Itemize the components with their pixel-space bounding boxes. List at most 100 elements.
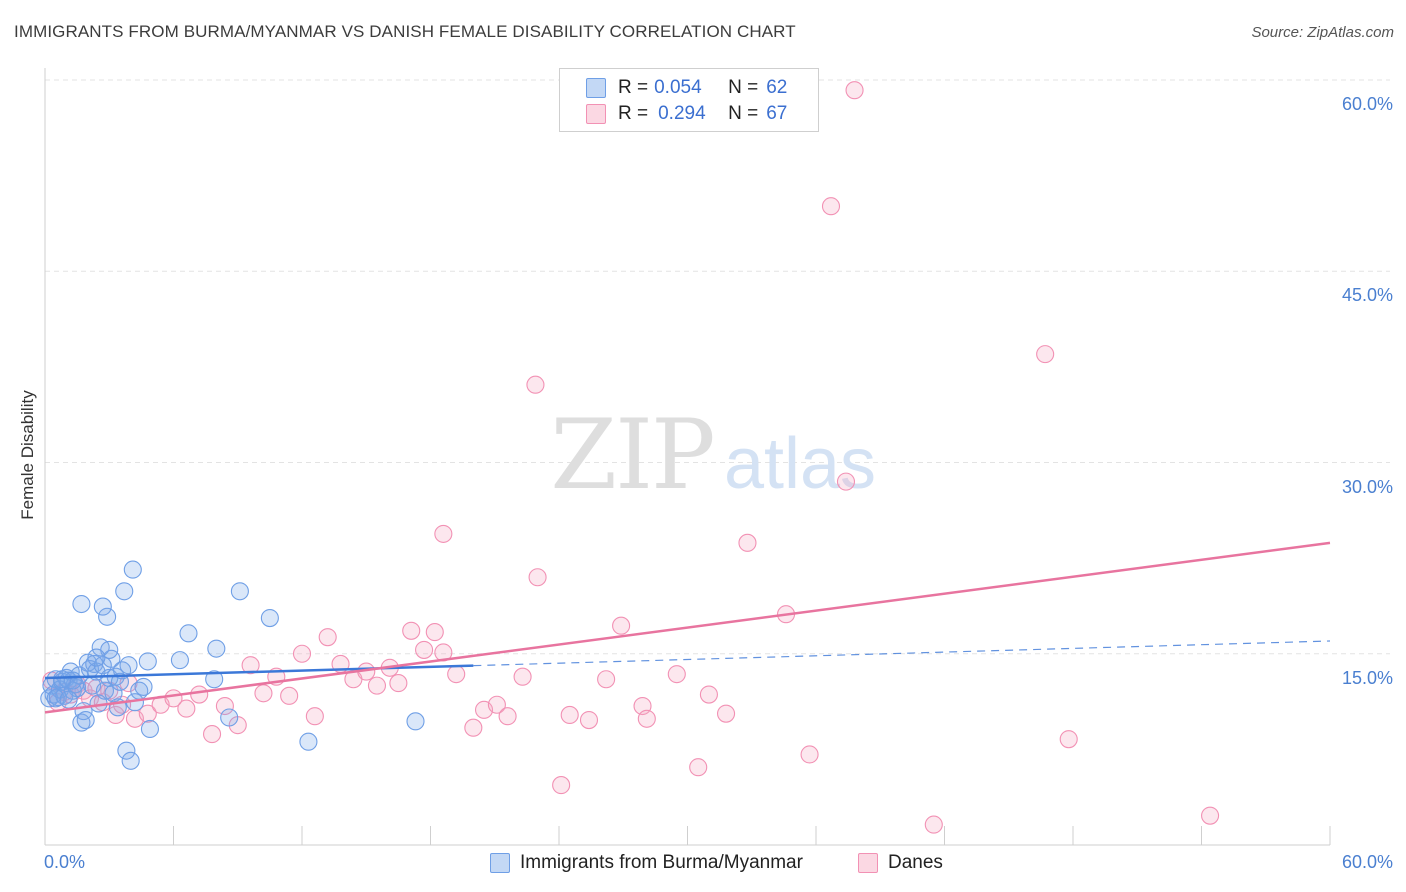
data-point-danes: [487, 695, 506, 714]
data-point-danes: [367, 676, 387, 695]
data-point-burma: [121, 751, 140, 770]
data-point-burma: [119, 656, 138, 675]
trend-line-danes: [44, 541, 1331, 714]
data-point-burma: [207, 639, 226, 658]
data-point-danes: [924, 815, 943, 834]
data-point-burma: [76, 710, 95, 730]
data-point-danes: [513, 667, 532, 686]
data-point-danes: [292, 644, 312, 663]
data-point-danes: [579, 710, 599, 730]
data-point-burma: [260, 608, 279, 628]
data-point-burma: [110, 672, 130, 691]
data-point-danes: [402, 621, 421, 640]
data-point-danes: [464, 718, 483, 737]
legend-label-danes: Danes: [888, 852, 943, 873]
data-point-danes: [699, 685, 718, 704]
trend-line-burma-extrapolated: [473, 640, 1331, 667]
data-point-danes: [800, 745, 819, 764]
burma-points: [40, 560, 425, 770]
data-point-danes: [738, 533, 757, 552]
legend-swatch-burma: [490, 853, 510, 873]
series-legend: Immigrants from Burma/Myanmar Danes: [0, 852, 1406, 878]
watermark-atlas: atlas: [724, 424, 876, 504]
data-point-danes: [190, 685, 209, 704]
axes: [44, 68, 1331, 846]
data-point-danes: [597, 670, 616, 689]
y-tick-label: 45.0%: [1341, 285, 1393, 306]
data-point-burma: [140, 719, 159, 739]
data-point-danes: [689, 758, 708, 777]
data-point-danes: [106, 705, 125, 725]
data-point-burma: [179, 624, 198, 643]
data-point-burma: [98, 607, 117, 626]
legend-swatch-danes: [858, 853, 878, 873]
data-point-danes: [203, 725, 222, 744]
data-point-danes: [415, 640, 434, 659]
data-point-danes: [1036, 345, 1055, 364]
x-tick-label: 60.0%: [1341, 852, 1393, 872]
data-point-burma: [138, 652, 157, 671]
data-point-burma: [230, 582, 249, 601]
data-point-burma: [102, 649, 121, 668]
data-point-danes: [821, 197, 841, 216]
legend-n-value: 67: [766, 103, 788, 124]
correlation-legend: R = 0.054 N = 62 R = 0.294 N = 67: [559, 68, 819, 132]
data-point-danes: [434, 524, 453, 543]
data-point-danes: [560, 705, 579, 725]
data-point-burma: [170, 651, 189, 670]
trend-lines: [44, 541, 1331, 714]
legend-n-value: 62: [766, 77, 788, 98]
data-point-danes: [215, 696, 234, 716]
data-point-burma: [205, 670, 224, 689]
watermark-zip: ZIP: [550, 399, 713, 511]
legend-r-label: R =: [618, 77, 649, 98]
data-point-danes: [526, 375, 545, 394]
data-point-danes: [138, 704, 157, 723]
y-tick-label: 30.0%: [1341, 476, 1393, 497]
data-point-danes: [254, 684, 273, 703]
trend-line-burma: [44, 664, 474, 680]
data-point-burma: [115, 582, 134, 601]
legend-r-value: 0.054: [654, 77, 702, 98]
x-tick-label: 0.0%: [44, 852, 86, 872]
data-point-danes: [637, 709, 656, 728]
data-point-burma: [93, 597, 112, 616]
y-tick-label: 60.0%: [1341, 94, 1393, 114]
data-point-burma: [72, 594, 91, 614]
data-point-burma: [53, 670, 72, 689]
data-point-burma: [134, 677, 153, 696]
legend-label-burma: Immigrants from Burma/Myanmar: [520, 852, 803, 873]
data-point-danes: [1201, 806, 1220, 825]
data-point-burma: [46, 689, 65, 708]
data-point-danes: [280, 686, 299, 705]
data-point-danes: [318, 628, 337, 647]
legend-swatch-burma: [586, 78, 606, 98]
data-point-danes: [425, 623, 444, 642]
legend-n-label: N =: [728, 77, 759, 98]
data-point-danes: [716, 704, 736, 723]
data-point-burma: [406, 712, 425, 731]
watermark: ZIP atlas: [550, 399, 876, 511]
data-point-burma: [117, 741, 136, 760]
gridlines: [45, 79, 1390, 655]
data-point-burma: [299, 732, 318, 751]
legend-r-value: 0.294: [658, 103, 706, 124]
legend-row-danes: R = 0.294 N = 67: [586, 102, 787, 126]
data-point-danes: [528, 568, 547, 587]
data-point-danes: [836, 472, 856, 491]
y-tick-label: 15.0%: [1341, 667, 1393, 688]
data-point-burma: [220, 708, 239, 727]
data-point-burma: [59, 690, 78, 709]
data-point-danes: [845, 81, 864, 100]
legend-item-burma: Immigrants from Burma/Myanmar: [490, 852, 803, 874]
data-point-danes: [305, 707, 324, 726]
data-point-danes: [498, 707, 517, 726]
data-point-danes: [177, 699, 196, 718]
source-note: Source: ZipAtlas.com: [1251, 24, 1394, 41]
legend-swatch-danes: [586, 104, 606, 124]
data-point-danes: [1059, 730, 1078, 749]
data-point-danes: [447, 665, 466, 684]
data-point-danes: [612, 616, 631, 635]
data-point-burma: [87, 648, 106, 667]
